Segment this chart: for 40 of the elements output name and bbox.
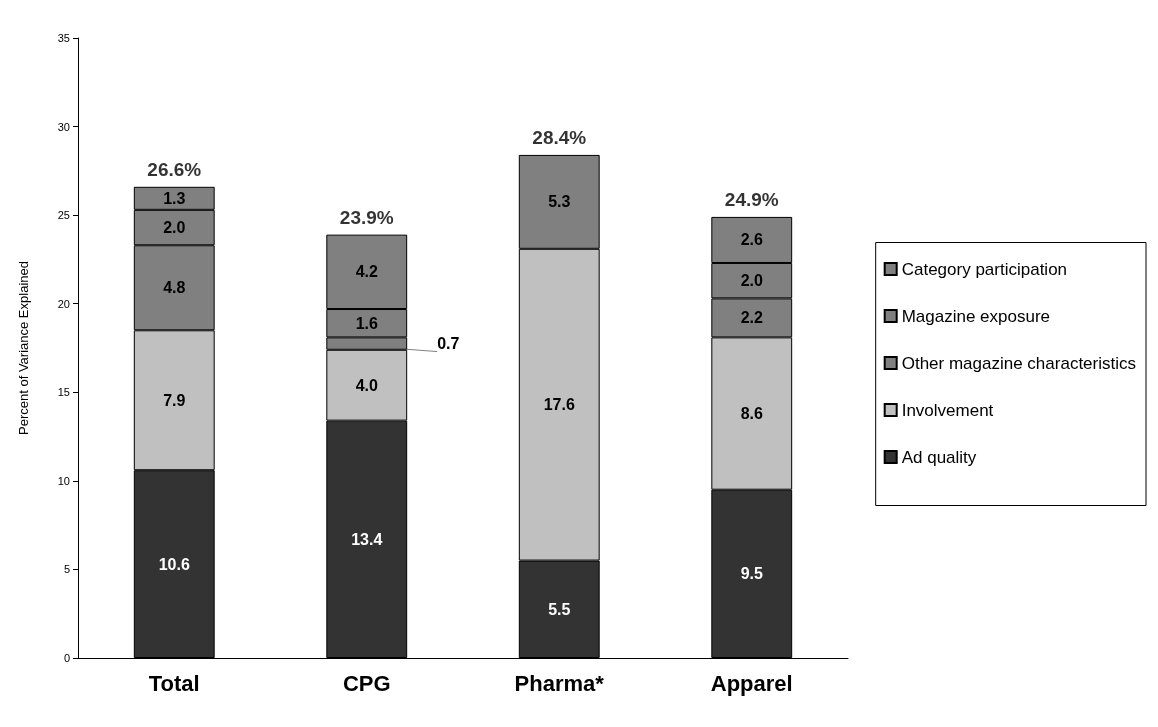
data-label: 4.2 [355,263,378,281]
y-tick-label: 10 [57,474,70,487]
data-label: 8.6 [740,405,763,423]
data-label: 0.7 [437,335,460,353]
data-label: 17.6 [543,396,575,414]
x-tick-label: Apparel [710,670,793,696]
data-label: 4.8 [163,279,186,297]
data-label: 2.2 [740,309,763,327]
y-tick-label: 25 [57,209,70,222]
y-tick-label: 20 [57,297,70,310]
data-label: 10.6 [158,555,190,573]
total-label: 23.9% [339,206,394,228]
data-label: 2.0 [163,219,186,237]
total-label: 28.4% [532,126,587,148]
total-label: 24.9% [724,188,779,210]
y-tick-label: 0 [63,652,70,664]
x-tick-label: Pharma* [514,670,605,696]
data-label: 1.6 [355,314,378,332]
data-label: 4.0 [355,376,378,394]
legend-label: Ad quality [901,447,977,467]
data-label: 5.3 [548,193,571,211]
legend-label: Other magazine characteristics [901,353,1137,373]
data-label: 2.6 [740,231,763,249]
x-tick-label: Total [148,670,200,696]
data-label: 5.5 [548,600,571,618]
x-tick-label: CPG [342,670,391,696]
data-label: 2.0 [740,272,763,290]
data-label: 13.4 [351,530,383,548]
y-axis-title: Percent of Variance Explained [16,261,31,435]
legend-label: Involvement [901,400,994,420]
data-label: 7.9 [163,391,186,409]
y-tick-label: 35 [57,32,70,44]
legend-label: Category participation [901,259,1068,279]
total-label: 26.6% [147,158,202,180]
data-label: 9.5 [740,565,763,583]
y-tick-label: 5 [63,563,70,576]
data-label: 1.3 [163,189,186,207]
legend-label: Magazine exposure [901,306,1051,326]
y-tick-label: 30 [57,120,70,133]
y-tick-label: 15 [57,386,70,399]
